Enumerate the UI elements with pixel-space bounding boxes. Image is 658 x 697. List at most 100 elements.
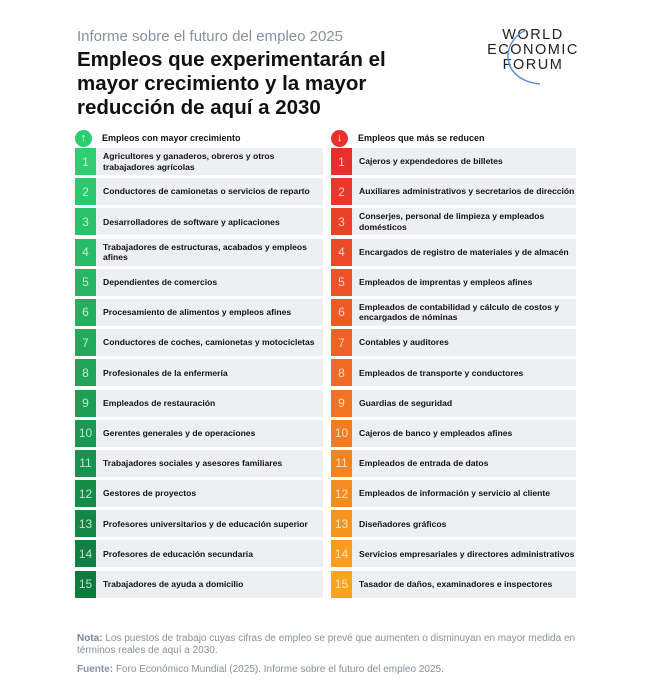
rank-badge: 14 bbox=[75, 540, 96, 568]
rank-badge: 2 bbox=[75, 178, 96, 206]
list-item: 8 Empleados de transporte y conductores bbox=[331, 359, 576, 387]
job-label: Tasador de daños, examinadores e inspect… bbox=[359, 578, 553, 589]
list-item: 3 Conserjes, personal de limpieza y emple… bbox=[331, 208, 576, 236]
rank-badge: 11 bbox=[331, 449, 352, 477]
rank-badge: 5 bbox=[75, 268, 96, 296]
job-label: Empleados de transporte y conductores bbox=[359, 367, 524, 378]
rank-badge: 7 bbox=[331, 329, 352, 357]
wef-logo: WORLD ECONOMIC FORUM bbox=[478, 27, 588, 85]
job-label: Contables y auditores bbox=[359, 337, 449, 348]
rank-badge: 3 bbox=[75, 208, 96, 236]
job-label: Conductores de camionetas o servicios de… bbox=[103, 186, 310, 197]
list-item: 14 Servicios empresariales y directores a… bbox=[331, 540, 576, 568]
rank-badge: 8 bbox=[75, 359, 96, 387]
rank-badge: 6 bbox=[75, 298, 96, 326]
job-label: Dependientes de comercios bbox=[103, 277, 218, 287]
job-label: Profesores universitarios y de educación… bbox=[103, 518, 308, 529]
decline-header: Empleos que más se reducen bbox=[358, 133, 485, 143]
list-item: 9 Empleados de restauración bbox=[75, 389, 323, 417]
job-label: Cajeros y expendedores de billetes bbox=[359, 156, 503, 167]
source-label: Fuente: bbox=[77, 664, 114, 675]
rank-badge: 12 bbox=[75, 480, 96, 508]
growth-column: ↑ Empleos con mayor crecimiento 1 Agricult… bbox=[75, 128, 323, 601]
note: Nota: Los puestos de trabajo cuyas cifra… bbox=[77, 633, 597, 656]
list-item: 15 Trabajadores de ayuda a domicilio bbox=[75, 570, 323, 598]
rank-badge: 2 bbox=[331, 178, 352, 206]
list-item: 4 Trabajadores de estructuras, acabados y… bbox=[75, 238, 323, 266]
list-item: 9 Guardias de seguridad bbox=[331, 389, 576, 417]
job-label: Auxiliares administrativos y secretarios… bbox=[359, 186, 575, 197]
job-label: Empleados de información y servicio al c… bbox=[359, 488, 551, 499]
rank-badge: 7 bbox=[75, 329, 96, 357]
list-item: 4 Encargados de registro de materiales y … bbox=[331, 238, 576, 266]
job-label: Gerentes generales y de operaciones bbox=[103, 427, 256, 438]
rank-badge: 4 bbox=[331, 238, 352, 266]
list-item: 11 Empleados de entrada de datos bbox=[331, 449, 576, 477]
logo-line: FORUM bbox=[502, 57, 564, 73]
job-label: Empleados de restauración bbox=[103, 397, 216, 408]
note-text: Los puestos de trabajo cuyas cifras de e… bbox=[77, 633, 576, 656]
job-label: Desarrolladores de software y aplicacion… bbox=[103, 216, 280, 227]
list-item: 7 Conductores de coches, camionetas y mot… bbox=[75, 329, 323, 357]
job-label: Empleados de contabilidad y cálculo de c… bbox=[359, 301, 560, 323]
arrow-down-icon: ↓ bbox=[331, 129, 348, 147]
list-item: 1 Cajeros y expendedores de billetes bbox=[331, 148, 576, 175]
rank-badge: 12 bbox=[331, 480, 352, 508]
job-label: Conductores de coches, camionetas y moto… bbox=[103, 337, 315, 348]
job-label: Empleados de entrada de datos bbox=[359, 458, 489, 469]
rank-badge: 14 bbox=[331, 540, 352, 568]
job-label: Profesionales de la enfermería bbox=[103, 367, 228, 378]
job-label: Trabajadores de estructuras, acabados y … bbox=[103, 241, 307, 263]
note-label: Nota: bbox=[77, 633, 103, 644]
arrow-up-icon: ↑ bbox=[75, 129, 92, 147]
rank-badge: 13 bbox=[331, 510, 352, 538]
list-item: 2 Auxiliares administrativos y secretario… bbox=[331, 178, 576, 206]
list-item: 13 Diseñadores gráficos bbox=[331, 510, 576, 538]
rank-badge: 13 bbox=[75, 510, 96, 538]
rank-badge: 9 bbox=[331, 389, 352, 417]
rank-badge: 9 bbox=[75, 389, 96, 417]
list-item: 11 Trabajadores sociales y asesores famil… bbox=[75, 449, 323, 477]
rank-badge: 3 bbox=[331, 208, 352, 236]
job-label: Cajeros de banco y empleados afines bbox=[359, 427, 513, 438]
list-item: 12 Empleados de información y servicio al… bbox=[331, 480, 576, 508]
rank-badge: 5 bbox=[331, 268, 352, 296]
list-item: 10 Gerentes generales y de operaciones bbox=[75, 419, 323, 447]
job-label: Procesamiento de alimentos y empleos afi… bbox=[103, 307, 292, 318]
rank-badge: 15 bbox=[75, 570, 96, 598]
job-label: Gestores de proyectos bbox=[103, 488, 197, 499]
job-label: Agricultores y ganaderos, obreros y otro… bbox=[103, 151, 275, 172]
rank-badge: 8 bbox=[331, 359, 352, 387]
job-label: Encargados de registro de materiales y d… bbox=[359, 246, 569, 257]
rank-badge: 6 bbox=[331, 298, 352, 326]
job-label: Servicios empresariales y directores adm… bbox=[359, 548, 575, 559]
rank-badge: 15 bbox=[331, 570, 352, 598]
growth-header: Empleos con mayor crecimiento bbox=[102, 133, 241, 143]
list-item: 8 Profesionales de la enfermería bbox=[75, 359, 323, 387]
list-item: 7 Contables y auditores bbox=[331, 329, 576, 357]
rank-badge: 10 bbox=[75, 419, 96, 447]
list-item: 12 Gestores de proyectos bbox=[75, 480, 323, 508]
job-label: Empleados de imprentas y empleos afines bbox=[359, 277, 533, 287]
list-item: 15 Tasador de daños, examinadores e inspe… bbox=[331, 570, 576, 598]
logo-line: WORLD bbox=[502, 27, 564, 43]
source-text: Foro Económico Mundial (2025). Informe s… bbox=[115, 664, 444, 675]
list-item: 3 Desarrolladores de software y aplicacio… bbox=[75, 208, 323, 236]
rank-badge: 1 bbox=[331, 148, 352, 175]
job-label: Conserjes, personal de limpieza y emplea… bbox=[359, 211, 545, 232]
job-label: Profesores de educación secundaria bbox=[103, 548, 253, 559]
list-item: 10 Cajeros de banco y empleados afines bbox=[331, 419, 576, 447]
report-name: Informe sobre el futuro del empleo 2025 bbox=[77, 28, 343, 45]
rank-badge: 4 bbox=[75, 238, 96, 266]
rank-badge: 10 bbox=[331, 419, 352, 447]
list-item: 5 Dependientes de comercios bbox=[75, 268, 323, 296]
list-item: 13 Profesores universitarios y de educaci… bbox=[75, 510, 323, 538]
logo-arc-icon bbox=[507, 29, 541, 85]
list-item: 6 Empleados de contabilidad y cálculo de … bbox=[331, 298, 576, 326]
list-item: 1 Agricultores y ganaderos, obreros y otr… bbox=[75, 148, 323, 175]
list-item: 6 Procesamiento de alimentos y empleos af… bbox=[75, 298, 323, 326]
job-label: Diseñadores gráficos bbox=[359, 518, 447, 529]
list-item: 5 Empleados de imprentas y empleos afines bbox=[331, 268, 576, 296]
rank-badge: 11 bbox=[75, 449, 96, 477]
